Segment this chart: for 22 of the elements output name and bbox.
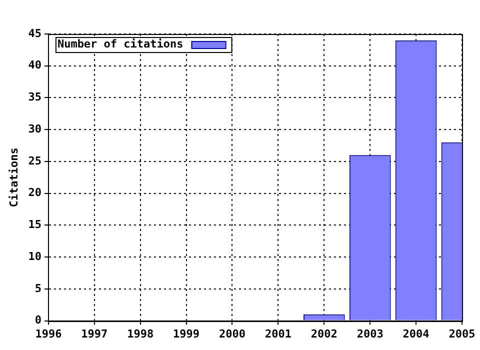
legend-label: Number of citations bbox=[57, 37, 184, 50]
x-tick-label: 2000 bbox=[218, 327, 246, 340]
y-tick-label: 5 bbox=[34, 282, 42, 295]
y-tick-label: 15 bbox=[28, 218, 42, 232]
x-tick-label: 1999 bbox=[173, 327, 200, 340]
x-tick-label: 2003 bbox=[356, 327, 384, 340]
y-tick-label: 30 bbox=[28, 122, 42, 136]
y-tick-label: 45 bbox=[28, 26, 42, 40]
x-tick-label: 2001 bbox=[264, 327, 292, 340]
y-tick-label: 10 bbox=[28, 250, 42, 263]
y-tick-label: 20 bbox=[28, 186, 42, 200]
x-tick-label: 1998 bbox=[127, 327, 154, 340]
y-axis-title: Citations bbox=[7, 148, 20, 208]
x-tick-label: 1997 bbox=[81, 327, 108, 340]
y-tick-label: 25 bbox=[28, 154, 42, 168]
y-tick-label: 40 bbox=[28, 58, 42, 72]
x-tick-label: 2005 bbox=[448, 327, 476, 340]
x-tick-label: 1996 bbox=[35, 327, 62, 340]
x-tick-label: 2004 bbox=[402, 327, 430, 340]
y-tick-label: 35 bbox=[28, 90, 42, 104]
y-tick-label: 0 bbox=[34, 314, 42, 327]
x-tick-label: 2002 bbox=[310, 327, 338, 340]
